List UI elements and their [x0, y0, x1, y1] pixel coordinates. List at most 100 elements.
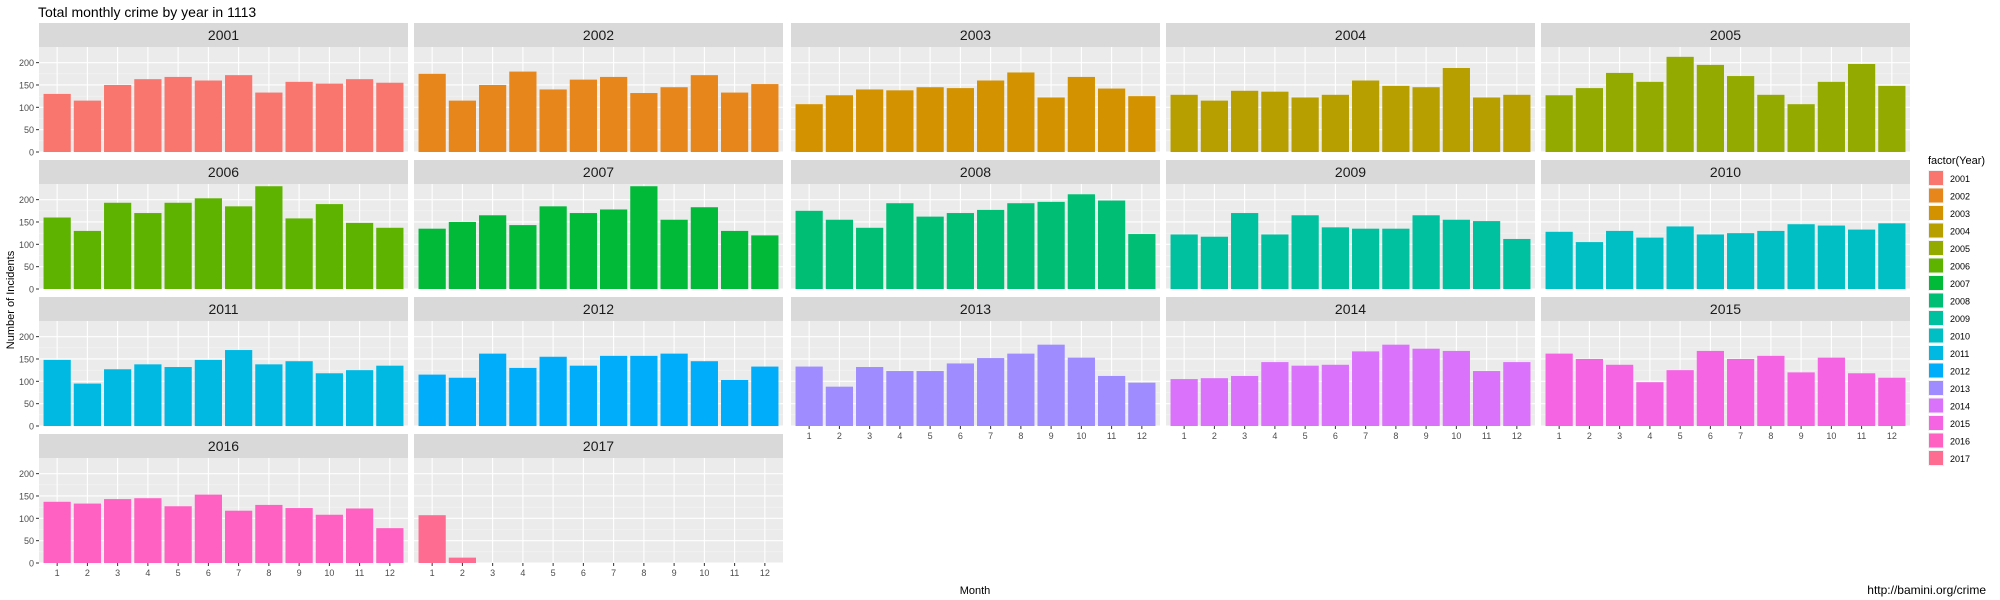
legend-label-2006: 2006: [1950, 262, 1970, 272]
bar-2015-month-9: [1787, 372, 1815, 426]
bar-2010-month-6: [1696, 234, 1724, 289]
y-tick-label: 0: [29, 559, 34, 569]
facet-strip: [39, 434, 408, 458]
legend-label-2009: 2009: [1950, 314, 1970, 324]
x-tick-label: 7: [1363, 431, 1368, 441]
bar-2015-month-2: [1575, 358, 1604, 426]
x-tick-label: 8: [1018, 431, 1023, 441]
bar-2005-month-1: [1545, 95, 1573, 152]
bar-2005-month-2: [1575, 88, 1604, 152]
bar-2004-month-12: [1503, 94, 1531, 152]
bar-2008-month-3: [856, 227, 884, 289]
bar-2013-month-6: [946, 363, 974, 426]
facet-strip: [39, 23, 408, 47]
bar-2013-month-10: [1067, 357, 1095, 426]
bar-2014-month-6: [1321, 364, 1349, 426]
x-tick-label: 3: [115, 568, 120, 578]
x-tick-label: 4: [520, 568, 525, 578]
bar-2009-month-6: [1321, 227, 1349, 289]
bar-2006-month-6: [194, 198, 222, 289]
x-tick-label: 1: [55, 568, 60, 578]
bar-2013-month-11: [1097, 375, 1126, 426]
legend-label-2017: 2017: [1950, 454, 1970, 464]
bar-2014-month-11: [1472, 371, 1501, 426]
x-tick-label: 2: [1587, 431, 1592, 441]
bar-2003-month-8: [1007, 72, 1035, 152]
bar-2007-month-5: [539, 206, 567, 289]
legend-label-2014: 2014: [1950, 402, 1970, 412]
x-tick-label: 6: [958, 431, 963, 441]
y-tick-label: 200: [19, 58, 34, 68]
x-tick-label: 5: [551, 568, 556, 578]
bar-2014-month-2: [1200, 378, 1229, 426]
bar-2007-month-10: [690, 207, 718, 289]
bar-2013-month-4: [886, 371, 914, 426]
bar-2016-month-9: [285, 508, 313, 563]
facet-strip-label: 2003: [960, 27, 991, 43]
legend-swatch-2003: [1929, 206, 1943, 220]
bar-2012-month-10: [690, 361, 718, 426]
bar-2002-month-7: [600, 76, 628, 152]
bar-2006-month-1: [43, 217, 71, 289]
y-tick-label: 100: [19, 514, 34, 524]
x-tick-label: 8: [266, 568, 271, 578]
bar-2002-month-9: [660, 87, 688, 152]
bar-2014-month-8: [1382, 344, 1410, 426]
bar-2007-month-7: [600, 209, 628, 289]
bar-2010-month-1: [1545, 231, 1573, 289]
x-tick-label: 11: [1482, 431, 1491, 441]
x-tick-label: 6: [1708, 431, 1713, 441]
y-tick-label: 50: [24, 536, 34, 546]
bar-2016-month-7: [225, 510, 253, 563]
legend-label-2012: 2012: [1950, 367, 1970, 377]
y-tick-label: 100: [19, 240, 34, 250]
bar-2002-month-8: [630, 93, 658, 152]
bar-2016-month-5: [164, 506, 192, 563]
x-tick-label: 2: [85, 568, 90, 578]
bar-2007-month-6: [569, 213, 597, 289]
bar-2001-month-4: [134, 79, 162, 152]
y-axis-title: Number of Incidents: [5, 250, 17, 349]
bar-2008-month-4: [886, 203, 914, 289]
facet-strip-label: 2007: [583, 164, 614, 180]
bar-2005-month-8: [1757, 94, 1785, 152]
facet-strip: [1541, 23, 1910, 47]
bar-2001-month-2: [73, 100, 102, 152]
bar-2014-month-3: [1231, 375, 1259, 426]
bar-2009-month-1: [1170, 234, 1198, 289]
bar-2002-month-10: [690, 75, 718, 152]
bar-2011-month-12: [376, 365, 404, 426]
x-tick-label: 10: [699, 568, 709, 578]
bar-2016-month-1: [43, 501, 71, 563]
bar-2003-month-1: [795, 104, 823, 152]
facet-strip-label: 2012: [583, 301, 614, 317]
bar-2009-month-7: [1352, 228, 1380, 289]
bar-2015-month-7: [1727, 358, 1755, 426]
bar-2007-month-9: [660, 219, 688, 289]
facet-strip-label: 2006: [208, 164, 239, 180]
facet-panel-2009: 2009: [1166, 160, 1535, 290]
bar-2002-month-1: [418, 73, 446, 152]
facet-strip-label: 2013: [960, 301, 991, 317]
bar-2008-month-11: [1097, 200, 1126, 289]
bar-2013-month-3: [856, 367, 884, 426]
bar-2013-month-7: [977, 358, 1005, 426]
bar-2015-month-6: [1696, 350, 1724, 426]
bar-2016-month-4: [134, 498, 162, 563]
bar-2007-month-3: [479, 215, 507, 289]
facet-strip: [791, 23, 1160, 47]
bar-2009-month-3: [1231, 213, 1259, 289]
facet-panel-2008: 2008: [791, 160, 1160, 290]
bar-2005-month-3: [1606, 72, 1634, 152]
facet-strip-label: 2016: [208, 438, 239, 454]
x-tick-label: 6: [1333, 431, 1338, 441]
legend-label-2007: 2007: [1950, 279, 1970, 289]
bar-2009-month-8: [1382, 228, 1410, 289]
bar-2006-month-11: [345, 222, 374, 289]
legend-label-2002: 2002: [1950, 192, 1970, 202]
bar-2013-month-5: [916, 371, 944, 426]
facet-strip: [1541, 297, 1910, 321]
facet-panel-2002: 2002: [414, 23, 783, 153]
bar-2008-month-6: [946, 213, 974, 289]
x-tick-label: 12: [760, 568, 770, 578]
